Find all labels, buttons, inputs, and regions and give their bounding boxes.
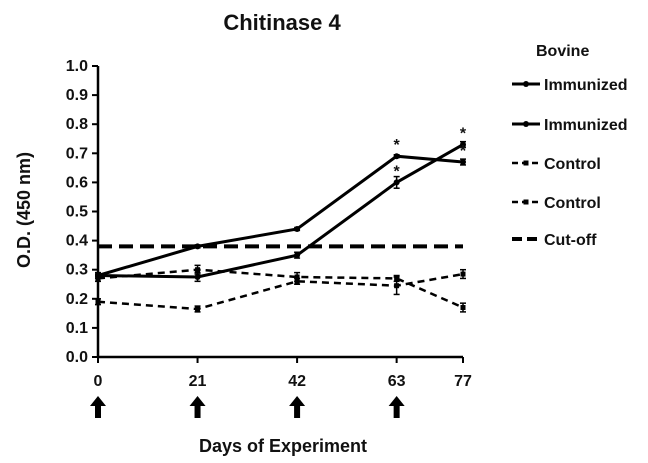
series-line — [97, 272, 464, 311]
legend-marker — [523, 81, 529, 87]
data-point — [95, 275, 101, 281]
data-point — [460, 159, 466, 166]
legend-label: Immunized — [544, 77, 628, 94]
y-tick-label: 0.3 — [66, 262, 88, 279]
arrow-marker — [189, 396, 206, 418]
x-tick-label: 0 — [94, 373, 103, 390]
series-line — [97, 268, 464, 309]
significance-star: * — [394, 163, 401, 180]
y-tick-label: 0.0 — [66, 349, 88, 366]
y-tick-label: 0.2 — [66, 291, 88, 308]
data-point — [95, 299, 101, 305]
y-axis-label: O.D. (450 nm) — [14, 152, 34, 268]
x-tick-label: 77 — [454, 373, 472, 390]
series-3 — [95, 268, 466, 313]
y-tick-label: 0.4 — [66, 233, 88, 250]
data-point — [394, 283, 400, 289]
y-tick-label: 0.8 — [66, 116, 88, 133]
legend-item: Immunized — [512, 77, 628, 94]
data-point — [460, 141, 466, 148]
data-point — [195, 267, 201, 273]
x-tick-label: 63 — [388, 373, 406, 390]
y-tick-label: 0.7 — [66, 145, 88, 162]
axes: 0.0 0.1 0.2 0.3 0.4 0.5 0.6 0.7 0.8 0.9 1.0 0 21 42 63… — [66, 58, 472, 418]
legend-item: Control — [512, 195, 601, 212]
data-point — [393, 153, 400, 160]
data-point — [194, 243, 201, 250]
significance-star: * — [460, 143, 467, 160]
legend-label: Immunized — [544, 117, 628, 134]
data-point — [393, 179, 400, 186]
legend-title: Bovine — [536, 43, 589, 60]
data-point — [195, 306, 201, 312]
y-tick-label: 0.5 — [66, 204, 88, 221]
legend-label: Control — [544, 156, 601, 173]
data-point — [294, 252, 301, 259]
series-line — [97, 143, 464, 279]
y-tick-label: 1.0 — [66, 58, 88, 75]
arrow-marker — [289, 396, 306, 418]
chart-title: Chitinase 4 — [223, 10, 341, 35]
legend-label: Cut-off — [544, 232, 597, 249]
legend-item: Immunized — [512, 117, 628, 134]
arrow-marker — [388, 396, 405, 418]
y-tick-label: 0.1 — [66, 320, 88, 337]
y-tick-label: 0.6 — [66, 174, 88, 191]
legend-item: Control — [512, 156, 601, 173]
x-tick-label: 21 — [189, 373, 207, 390]
legend: Bovine Immunized Immunized Control Control Cu… — [512, 43, 628, 249]
legend-marker — [523, 121, 529, 127]
x-axis-label: Days of Experiment — [199, 436, 367, 456]
legend-marker — [523, 160, 529, 166]
data-point — [194, 273, 201, 280]
data-point — [294, 278, 300, 284]
data-point — [460, 305, 466, 311]
data-point — [294, 274, 300, 280]
legend-marker — [523, 199, 529, 205]
legend-label: Control — [544, 195, 601, 212]
significance-star: * — [460, 126, 467, 143]
data-point — [294, 225, 301, 232]
data-point — [460, 271, 466, 277]
legend-item: Cut-off — [512, 232, 597, 249]
y-tick-label: 0.9 — [66, 87, 88, 104]
arrow-marker — [90, 396, 106, 418]
plot-area: **** — [95, 126, 467, 313]
series-1 — [95, 140, 466, 283]
significance-star: * — [394, 137, 401, 154]
x-tick-label: 42 — [288, 373, 306, 390]
